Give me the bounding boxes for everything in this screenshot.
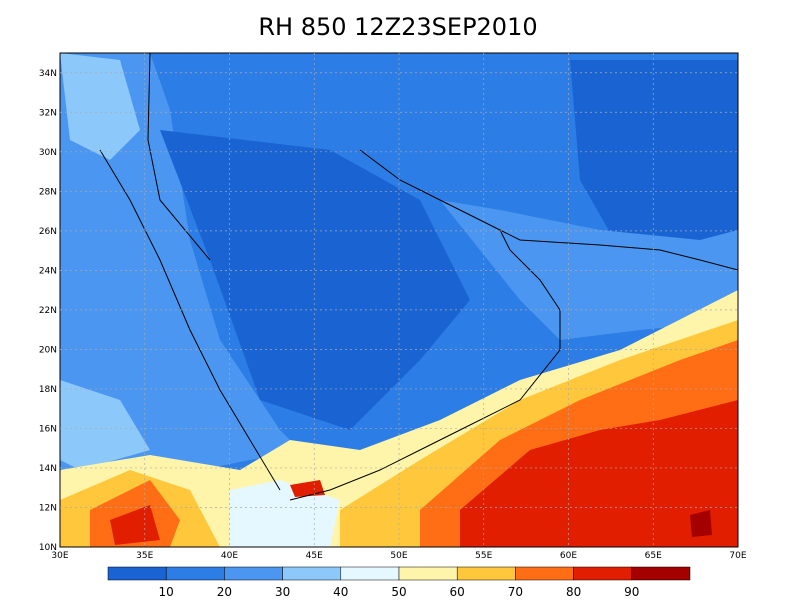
y-tick-label: 34N	[39, 69, 57, 79]
colorbar-swatch	[456, 566, 516, 581]
colorbar-label: 50	[391, 585, 406, 599]
colorbar-swatch	[282, 566, 342, 581]
colorbar-label: 70	[508, 585, 523, 599]
x-tick-label: 55E	[475, 551, 492, 561]
title: RH 850 12Z23SEP2010	[258, 13, 537, 41]
y-tick-label: 16N	[39, 424, 57, 434]
x-tick-label: 70E	[729, 551, 746, 561]
colorbar-swatch	[107, 566, 167, 581]
colorbar-swatch	[165, 566, 225, 581]
x-tick-label: 50E	[390, 551, 407, 561]
colorbar-swatch	[224, 566, 283, 581]
x-tick-label: 30E	[51, 551, 68, 561]
y-tick-label: 20N	[39, 345, 57, 355]
colorbar-label: 60	[450, 585, 465, 599]
colorbar-label: 30	[275, 585, 290, 599]
y-tick-label: 26N	[39, 227, 57, 237]
colorbar-label: 80	[566, 585, 581, 599]
x-tick-label: 65E	[645, 551, 662, 561]
colorbar-label: 10	[159, 585, 174, 599]
colorbar-swatch	[631, 566, 691, 581]
y-tick-label: 28N	[39, 187, 57, 197]
colorbar-swatch	[398, 566, 458, 581]
x-tick-label: 60E	[560, 551, 577, 561]
y-tick-label: 12N	[39, 503, 57, 513]
colorbar-label: 20	[217, 585, 232, 599]
x-tick-label: 45E	[306, 551, 323, 561]
x-tick-label: 40E	[221, 551, 238, 561]
y-tick-label: 10N	[39, 543, 57, 553]
y-tick-label: 14N	[39, 464, 57, 474]
y-tick-label: 30N	[39, 148, 57, 158]
y-tick-label: 32N	[39, 108, 57, 118]
y-tick-label: 24N	[39, 266, 57, 276]
rh-field	[60, 53, 738, 547]
y-tick-label: 18N	[39, 385, 57, 395]
y-tick-label: 22N	[39, 306, 57, 316]
colorbar-swatch	[340, 566, 400, 581]
colorbar-swatch	[573, 566, 633, 581]
colorbar-swatch	[515, 566, 574, 581]
x-tick-label: 35E	[136, 551, 153, 561]
colorbar-label: 40	[333, 585, 348, 599]
colorbar-label: 90	[624, 585, 639, 599]
